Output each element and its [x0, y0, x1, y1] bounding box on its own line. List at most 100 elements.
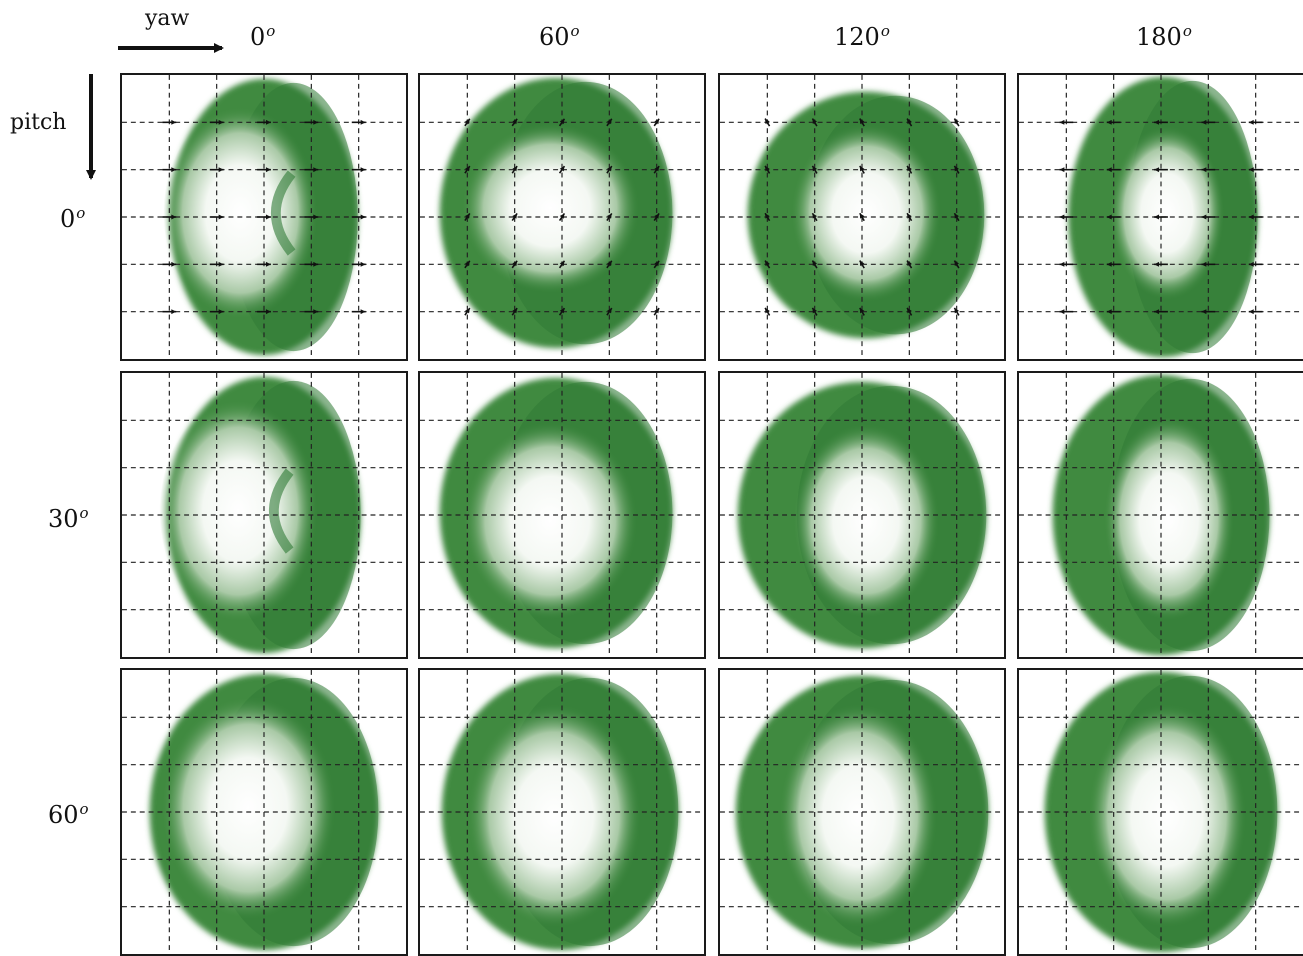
flow-arrow-head	[360, 119, 366, 125]
panel-pitch-0-yaw-180	[1017, 73, 1303, 361]
flow-arrow-head	[859, 118, 865, 124]
flow-arrow-head	[954, 118, 960, 124]
flow-arrow-head	[265, 214, 271, 220]
flow-arrow-head	[1248, 119, 1254, 125]
flow-arrow-head	[465, 260, 470, 267]
flow-arrow-head	[765, 307, 770, 314]
flow-arrow-head	[218, 261, 224, 267]
row-header-pitch-0: 0o	[60, 204, 86, 233]
flow-arrow-head	[907, 213, 912, 219]
inner-highlight	[791, 124, 941, 302]
flow-arrow-head	[559, 308, 565, 314]
flow-arrow-head	[812, 118, 818, 124]
flow-arrow-head	[607, 308, 612, 314]
row-header-pitch-60: 60o	[48, 800, 89, 829]
panel-pitch-30-yaw-60	[418, 371, 706, 659]
panel-pitch-0-yaw-120	[718, 73, 1006, 361]
flow-arrow-head	[1201, 119, 1207, 125]
flow-arrow-head	[360, 309, 366, 315]
flow-arrow-head	[559, 166, 565, 172]
inner-highlight	[461, 123, 639, 293]
flow-arrow-head	[765, 118, 770, 124]
flow-arrow-head	[313, 214, 319, 220]
flow-arrow-head	[1248, 261, 1254, 267]
flow-arrow-head	[607, 118, 612, 125]
panel-pitch-0-yaw-60	[418, 73, 706, 361]
flow-arrow-head	[765, 260, 770, 266]
flow-arrow-head	[1154, 261, 1160, 267]
notch	[268, 468, 294, 554]
flow-arrow-head	[1201, 214, 1207, 220]
pitch-axis-label: pitch	[10, 110, 67, 135]
flow-arrow-head	[812, 213, 818, 219]
notch	[270, 170, 296, 256]
flow-arrow-head	[512, 118, 518, 125]
flow-arrow-head	[859, 165, 865, 172]
inner-highlight	[463, 422, 637, 620]
panel-pitch-60-yaw-180	[1017, 668, 1303, 956]
flow-arrow-head	[654, 166, 660, 172]
flow-arrow-head	[654, 260, 660, 267]
inner-highlight	[792, 424, 939, 618]
inner-highlight	[1109, 126, 1225, 300]
flow-arrow-head	[954, 260, 960, 266]
flow-arrow-head	[313, 261, 319, 267]
flow-arrow-head	[812, 307, 818, 314]
flow-arrow-head	[512, 260, 518, 267]
inner-highlight	[163, 106, 318, 320]
flow-arrow-head	[765, 165, 770, 172]
flow-arrow-head	[1059, 214, 1065, 220]
flow-arrow-head	[1106, 309, 1112, 315]
column-header-yaw-0: 0o	[250, 22, 276, 51]
flow-arrow-head	[512, 213, 518, 219]
panel-pitch-60-yaw-60	[418, 668, 706, 956]
flow-arrow-head	[812, 165, 818, 172]
flow-arrow-head	[265, 309, 271, 315]
column-header-yaw-60: 60o	[539, 22, 580, 51]
flow-arrow-head	[607, 260, 612, 267]
flow-arrow-head	[559, 260, 565, 267]
inner-highlight	[467, 704, 641, 928]
flow-arrow-head	[465, 166, 470, 172]
flow-arrow-head	[859, 213, 865, 219]
flow-arrow-head	[907, 307, 912, 314]
flow-arrow-head	[1059, 119, 1065, 125]
flow-arrow-head	[171, 167, 177, 173]
inner-highlight	[159, 399, 318, 623]
flow-arrow-head	[218, 119, 224, 125]
flow-arrow-head	[907, 260, 912, 266]
flow-arrow-head	[360, 167, 366, 173]
flow-arrow-head	[812, 260, 818, 266]
flow-arrow-head	[907, 165, 912, 172]
flow-arrow-head	[559, 213, 565, 219]
flow-arrow-head	[907, 118, 912, 124]
flow-arrow-head	[1154, 167, 1160, 173]
panel-pitch-30-yaw-180	[1017, 371, 1303, 659]
panel-pitch-0-yaw-0	[120, 73, 408, 361]
inner-highlight	[161, 696, 335, 920]
flow-arrow-head	[1106, 214, 1112, 220]
flow-arrow-head	[559, 118, 565, 125]
flow-arrow-head	[607, 166, 612, 172]
flow-arrow-head	[218, 309, 224, 315]
flow-arrow-head	[265, 167, 271, 173]
flow-arrow-head	[954, 165, 960, 172]
flow-arrow-head	[654, 213, 660, 219]
panel-pitch-60-yaw-0	[120, 668, 408, 956]
flow-arrow-head	[313, 167, 319, 173]
flow-arrow-head	[465, 308, 470, 314]
flow-arrow-head	[512, 308, 518, 314]
flow-arrow-head	[360, 214, 366, 220]
inner-highlight	[779, 704, 937, 928]
flow-arrow-head	[1248, 309, 1254, 315]
column-header-yaw-180: 180o	[1136, 22, 1192, 51]
flow-arrow-head	[1059, 309, 1065, 315]
flow-arrow-head	[1201, 167, 1207, 173]
flow-arrow-head	[265, 119, 271, 125]
flow-arrow-head	[1154, 309, 1160, 315]
flow-arrow-head	[465, 118, 470, 125]
flow-arrow-head	[954, 307, 960, 314]
flow-arrow-head	[1248, 167, 1254, 173]
yaw-axis-label: yaw	[145, 6, 190, 31]
flow-arrow-head	[1106, 167, 1112, 173]
